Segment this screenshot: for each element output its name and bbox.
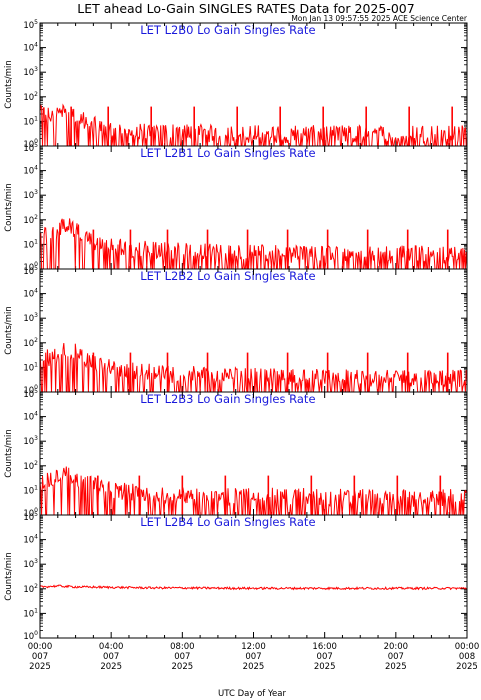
- y-tick-label: 100: [23, 384, 38, 396]
- y-axis-label: Counts/min: [4, 183, 14, 232]
- x-tick-label-time: 12:00: [241, 642, 266, 652]
- y-tick-label: 101: [23, 361, 38, 373]
- x-tick-label-day: 007: [174, 652, 190, 662]
- main-title: LET ahead Lo-Gain SINGLES RATES Data for…: [77, 1, 414, 16]
- y-tick-label: 100: [23, 507, 38, 519]
- y-tick-label: 104: [23, 165, 38, 177]
- x-tick-label-year: 2025: [100, 662, 122, 672]
- y-tick-label: 105: [23, 142, 38, 154]
- y-tick-label: 103: [23, 435, 38, 447]
- y-tick-label: 104: [23, 288, 38, 300]
- series-line: [39, 342, 468, 393]
- y-axis-label: Counts/min: [4, 306, 14, 355]
- y-tick-label: 100: [23, 261, 38, 273]
- x-axis: 00:00007202504:00007202508:00007202512:0…: [28, 642, 480, 672]
- y-tick-label: 103: [23, 189, 38, 201]
- y-tick-label: 103: [23, 558, 38, 570]
- x-tick-label-day: 007: [245, 652, 261, 662]
- panel-title: LET L2B0 Lo Gain Singles Rate: [140, 23, 315, 37]
- y-tick-label: 101: [23, 115, 38, 127]
- y-axis-label: Counts/min: [4, 60, 14, 109]
- x-tick-label-time: 20:00: [384, 642, 409, 652]
- y-tick-label: 101: [23, 607, 38, 619]
- panel-2: LET L2B2 Lo Gain Singles Rate Counts/min 1…: [4, 265, 468, 396]
- panel-0: LET L2B0 Lo Gain Singles Rate Counts/min 1…: [4, 19, 468, 150]
- series-line: [39, 218, 468, 270]
- y-tick-label: 102: [23, 583, 38, 595]
- y-tick-label: 105: [23, 19, 38, 31]
- x-tick-label-time: 08:00: [170, 642, 195, 652]
- y-tick-label: 104: [23, 42, 38, 54]
- y-tick-label: 103: [23, 66, 38, 78]
- series-line: [39, 466, 468, 516]
- x-tick-label-day: 008: [459, 652, 475, 662]
- y-tick-label: 102: [23, 214, 38, 226]
- x-tick-label-time: 16:00: [312, 642, 337, 652]
- y-tick-label: 100: [23, 630, 38, 642]
- y-tick-label: 102: [23, 91, 38, 103]
- x-tick-label-day: 007: [388, 652, 404, 662]
- y-tick-label: 103: [23, 312, 38, 324]
- x-tick-label-time: 04:00: [99, 642, 124, 652]
- y-tick-label: 104: [23, 534, 38, 546]
- y-tick-label: 105: [23, 388, 38, 400]
- x-tick-label-time: 00:00: [28, 642, 53, 652]
- x-tick-label-day: 007: [32, 652, 48, 662]
- y-axis-label: Counts/min: [4, 429, 14, 478]
- y-tick-label: 102: [23, 337, 38, 349]
- x-tick-label-year: 2025: [385, 662, 407, 672]
- series-line: [39, 103, 468, 147]
- x-tick-label-year: 2025: [243, 662, 265, 672]
- panels: LET L2B0 Lo Gain Singles Rate Counts/min 1…: [4, 19, 468, 642]
- y-axis-label: Counts/min: [4, 552, 14, 601]
- series-line: [39, 584, 468, 591]
- x-tick-label-year: 2025: [172, 662, 194, 672]
- panel-title: LET L2B3 Lo Gain Singles Rate: [140, 392, 315, 406]
- y-tick-label: 104: [23, 411, 38, 423]
- x-tick-label-day: 007: [317, 652, 333, 662]
- panel-title: LET L2B1 Lo Gain Singles Rate: [140, 146, 315, 160]
- x-axis-label: UTC Day of Year: [218, 689, 286, 699]
- x-tick-label-year: 2025: [314, 662, 336, 672]
- panel-title: LET L2B2 Lo Gain Singles Rate: [140, 269, 315, 283]
- panel-3: LET L2B3 Lo Gain Singles Rate Counts/min 1…: [4, 388, 468, 519]
- panel-frame: [39, 514, 468, 639]
- y-tick-label: 100: [23, 138, 38, 150]
- panel-4: LET L2B4 Lo Gain Singles Rate Counts/min 1…: [4, 511, 468, 642]
- panel-title: LET L2B4 Lo Gain Singles Rate: [140, 515, 315, 529]
- y-tick-label: 101: [23, 484, 38, 496]
- timestamp: Mon Jan 13 09:57:55 2025 ACE Science Cen…: [291, 14, 468, 23]
- y-tick-label: 105: [23, 265, 38, 277]
- panel-1: LET L2B1 Lo Gain Singles Rate Counts/min 1…: [4, 142, 468, 273]
- x-tick-label-year: 2025: [29, 662, 51, 672]
- y-tick-label: 102: [23, 460, 38, 472]
- x-tick-label-time: 00:00: [455, 642, 480, 652]
- x-tick-label-year: 2025: [456, 662, 478, 672]
- y-tick-label: 105: [23, 511, 38, 523]
- x-tick-label-day: 007: [103, 652, 119, 662]
- y-tick-label: 101: [23, 238, 38, 250]
